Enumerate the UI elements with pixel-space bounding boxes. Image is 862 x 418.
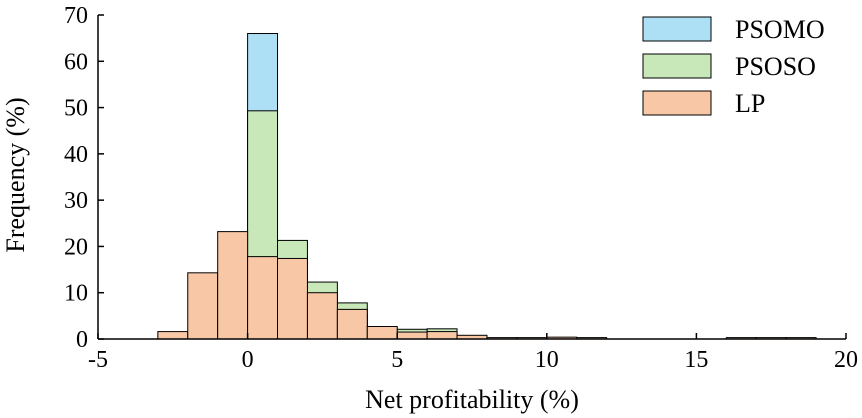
legend-swatch-psomo (642, 16, 712, 42)
series-lp (157, 231, 817, 340)
bar-lp-7 (366, 326, 398, 340)
bar-lp-2 (217, 231, 249, 340)
bar-lp-9 (426, 331, 458, 340)
y-tick-label: 50 (64, 96, 88, 122)
x-tick-label: 10 (535, 347, 559, 373)
bar-lp-8 (396, 331, 428, 340)
legend-label-psomo: PSOMO (735, 15, 825, 44)
y-tick-label: 30 (64, 188, 88, 214)
y-tick-label: 20 (64, 234, 88, 260)
legend-label-lp: LP (735, 89, 765, 118)
x-tick-label: 20 (834, 347, 858, 373)
legend-label-psoso: PSOSO (735, 52, 816, 81)
bar-lp-0 (157, 331, 189, 340)
bars-layer (157, 33, 817, 340)
x-tick-label: 5 (391, 347, 403, 373)
bar-lp-4 (277, 257, 308, 340)
y-tick-label: 0 (76, 327, 88, 353)
x-axis-title: Net profitability (%) (365, 385, 579, 414)
bar-lp-6 (336, 308, 368, 340)
x-tick-label: 0 (242, 347, 254, 373)
x-tick-label: -5 (88, 347, 108, 373)
bar-lp-1 (187, 272, 219, 340)
y-tick-label: 70 (64, 3, 88, 29)
legend-swatch-lp (642, 90, 712, 116)
x-tick-label: 15 (684, 347, 708, 373)
legend: PSOMO PSOSO LP (642, 15, 825, 118)
y-tick-label: 60 (64, 49, 88, 75)
bar-lp-3 (247, 256, 279, 340)
bar-lp-5 (306, 292, 338, 340)
y-axis-title: Frequency (%) (1, 97, 30, 252)
y-tick-label: 10 (64, 281, 88, 307)
y-tick-label: 40 (64, 142, 88, 168)
legend-swatch-psoso (642, 53, 712, 79)
